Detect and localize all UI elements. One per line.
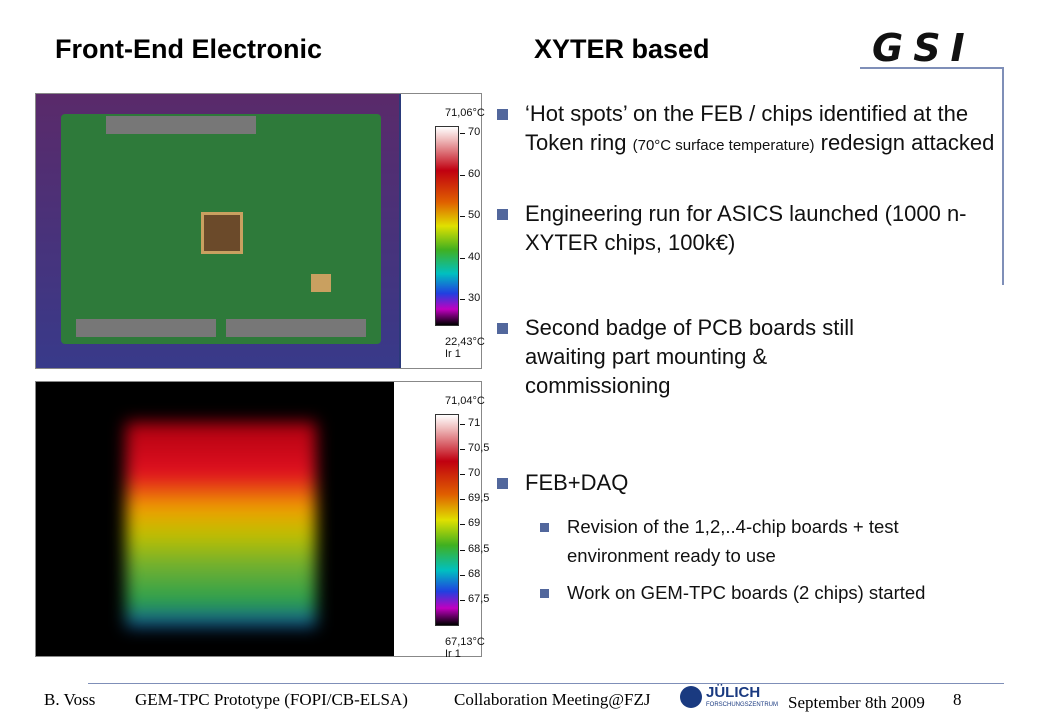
sub-bullet-text: Work on GEM-TPC boards (2 chips) started [567,582,926,603]
scale-tick-label: 69 [468,517,481,530]
title-left: Front-End Electronic [55,34,323,64]
scale-tick-label: 70 [468,126,481,138]
footer-author: B. Voss [44,690,96,709]
footer-event: GEM-TPC Prototype (FOPI/CB-ELSA) [135,690,408,709]
scale-tick-label: 50 [468,209,481,221]
bullet-text: ‘Hot spots’ on the FEB / chips identifie… [525,99,995,160]
scale-tick [460,424,465,425]
bullet-marker [497,109,508,120]
scale-tick [460,499,465,501]
footer-rule [88,683,1004,684]
rule [1002,67,1004,285]
scale-tick [460,257,465,259]
julich-mark [680,686,702,708]
footer-logo-sub: FORSCHUNGSZENTRUM [706,702,778,708]
scale-tick [460,216,465,217]
scale-tick-label: 60 [468,167,481,180]
scale-max: 71,04°C [445,395,485,407]
scale-tick-label: 69,5 [468,492,490,505]
footer-meeting: Collaboration Meeting@FZJ [454,690,651,709]
scale-max: 71,06°C [445,107,485,119]
scale-min: 22,43°C [445,336,485,348]
rule [860,67,1004,69]
scale-tick-label: 68,5 [468,542,490,555]
scale-tick [460,524,465,526]
bullet-text: Engineering run for ASICS launched (1000… [525,201,967,255]
scale-tick-label: 40 [468,250,481,263]
sub-bullet-marker [540,523,549,532]
scale-tick-label: 68 [468,567,481,580]
footer-logo: JÜLICH [706,684,761,701]
footer-date: September 8th 2009 [788,693,925,712]
gsi-logo: GSI [872,26,975,70]
scale-tick-label: 67,5 [468,592,490,605]
scale-tick [460,474,465,476]
scale-tick [460,549,465,551]
scale-tick-label: 30 [468,292,481,304]
sub-bullet-marker [540,589,549,598]
scale-tick [460,449,465,451]
pcb-thermal-image [35,93,482,369]
bullet-text: Second badge of PCB boards still awaitin… [525,315,854,398]
scale-footer: Ir 1 [445,648,461,660]
bullet-text-part: (70°C surface temperature) [632,137,815,154]
bullet-marker [497,478,508,489]
color-bar [435,414,459,626]
bullet-text-part: ‘Hot spots’ on the FEB / chips identifie… [525,101,969,155]
scale-tick [460,133,465,134]
scale-tick-label: 71 [468,417,481,429]
bullet-marker [497,323,508,334]
color-bar [435,126,459,326]
scale-tick [460,174,465,176]
chip-thermal-image [35,381,482,657]
scale-tick-label: 70 [468,467,481,480]
footer-page: 8 [953,690,962,709]
bullet-text-part: redesign attacked [814,130,995,155]
scale-tick [460,574,465,576]
bullet-text: FEB+DAQ [525,470,629,495]
title-right: XYTER based [534,34,710,64]
scale-min: 67,13°C [445,636,485,648]
scale-footer: Ir 1 [445,348,461,360]
scale-tick [460,299,465,300]
sub-bullet-text: Revision of the 1,2,..4-chip boards + te… [567,516,899,566]
scale-tick-label: 70,5 [468,442,490,455]
scale-tick [460,599,465,601]
bullet-marker [497,209,508,220]
